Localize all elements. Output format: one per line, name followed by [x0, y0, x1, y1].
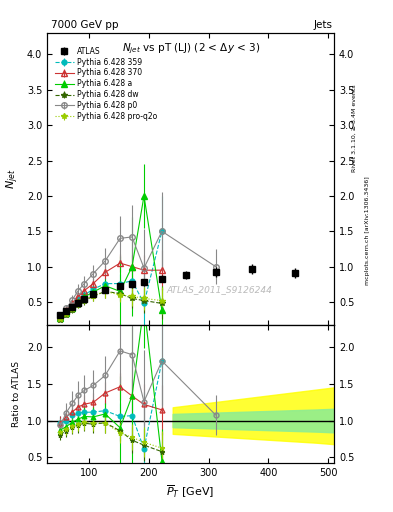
- Y-axis label: Ratio to ATLAS: Ratio to ATLAS: [12, 361, 21, 427]
- Text: $N_{jet}$ vs pT (LJ) (2 < $\Delta y$ < 3): $N_{jet}$ vs pT (LJ) (2 < $\Delta y$ < 3…: [121, 42, 260, 56]
- Text: 7000 GeV pp: 7000 GeV pp: [51, 20, 119, 30]
- Text: mcplots.cern.ch [arXiv:1306.3436]: mcplots.cern.ch [arXiv:1306.3436]: [365, 176, 371, 285]
- Text: Rivet 3.1.10, ≥ 3.4M events: Rivet 3.1.10, ≥ 3.4M events: [352, 84, 357, 172]
- Text: ATLAS_2011_S9126244: ATLAS_2011_S9126244: [166, 285, 272, 294]
- X-axis label: $\overline{P}_T$ [GeV]: $\overline{P}_T$ [GeV]: [167, 484, 215, 500]
- Y-axis label: $N_{jet}$: $N_{jet}$: [5, 168, 21, 189]
- Legend: ATLAS, Pythia 6.428 359, Pythia 6.428 370, Pythia 6.428 a, Pythia 6.428 dw, Pyth: ATLAS, Pythia 6.428 359, Pythia 6.428 37…: [54, 46, 158, 122]
- Text: Jets: Jets: [313, 20, 332, 30]
